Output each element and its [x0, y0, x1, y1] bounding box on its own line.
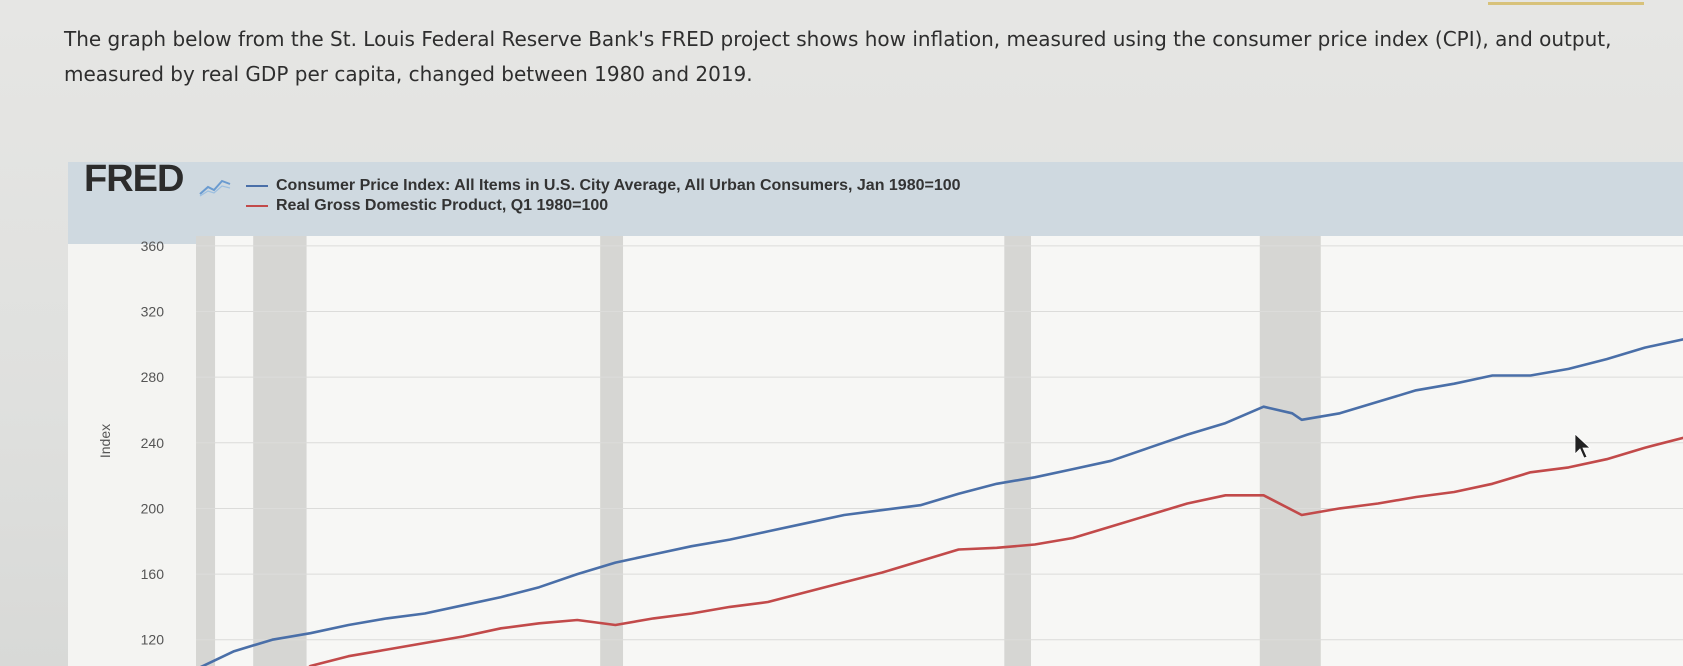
- y-tick-label-360: 360: [141, 238, 165, 254]
- fred-logo: FRED: [84, 158, 184, 200]
- plot-area: [196, 236, 1683, 666]
- recession-band-0: [196, 236, 216, 666]
- series-line-cpi: [199, 338, 1683, 666]
- y-tick-label-320: 320: [141, 303, 165, 319]
- legend-item-gdp: Real Gross Domestic Product, Q1 1980=100: [246, 196, 961, 216]
- y-tick-label-120: 120: [141, 632, 165, 648]
- line-chart-icon: [199, 179, 231, 197]
- series-line-gdp: [308, 436, 1683, 666]
- fred-chart-header: [68, 162, 1683, 244]
- mouse-cursor-icon: [1574, 433, 1592, 459]
- y-tick-label-240: 240: [141, 435, 165, 451]
- legend-label-gdp: Real Gross Domestic Product, Q1 1980=100: [276, 197, 609, 214]
- y-tick-label-280: 280: [141, 369, 165, 385]
- legend-label-cpi: Consumer Price Index: All Items in U.S. …: [276, 177, 961, 194]
- recession-band-3: [1004, 236, 1032, 666]
- y-tick-label-160: 160: [141, 566, 165, 582]
- legend-item-cpi: Consumer Price Index: All Items in U.S. …: [246, 176, 961, 196]
- top-divider: [1488, 2, 1644, 5]
- recession-band-4: [1259, 236, 1321, 666]
- chart-legend: Consumer Price Index: All Items in U.S. …: [246, 176, 961, 216]
- legend-swatch-gdp: [246, 205, 268, 207]
- y-tick-label-200: 200: [141, 500, 165, 516]
- recession-band-2: [600, 236, 624, 666]
- legend-swatch-cpi: [246, 185, 268, 187]
- y-axis-label: Index: [97, 424, 113, 458]
- recession-band-1: [253, 236, 307, 666]
- question-prompt: The graph below from the St. Louis Feder…: [64, 27, 1612, 86]
